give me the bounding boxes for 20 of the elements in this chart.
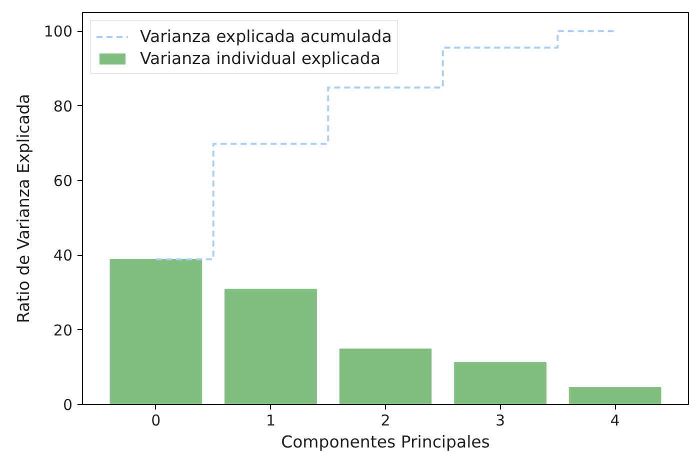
x-tick-label: 3 — [496, 412, 506, 430]
y-tick-label: 40 — [53, 246, 73, 265]
x-tick-label: 2 — [380, 412, 390, 430]
y-tick-label: 60 — [53, 172, 73, 190]
x-tick-label: 4 — [610, 412, 620, 430]
x-axis-title: Componentes Principales — [281, 432, 490, 452]
x-tick-label: 0 — [151, 412, 161, 430]
y-axis-title: Ratio de Varianza Explicada — [14, 94, 33, 324]
legend-label: Varianza explicada acumulada — [140, 26, 392, 46]
x-tick-label: 1 — [266, 412, 276, 430]
bar — [568, 387, 662, 404]
bar — [339, 348, 432, 404]
legend-label: Varianza individual explicada — [140, 48, 380, 68]
y-tick-label: 0 — [62, 396, 73, 414]
y-tick-label: 20 — [53, 321, 73, 340]
bar — [454, 362, 546, 404]
y-tick-label: 80 — [53, 97, 73, 116]
bar — [224, 288, 317, 404]
bar — [110, 259, 202, 404]
y-tick-label: 100 — [44, 22, 73, 41]
